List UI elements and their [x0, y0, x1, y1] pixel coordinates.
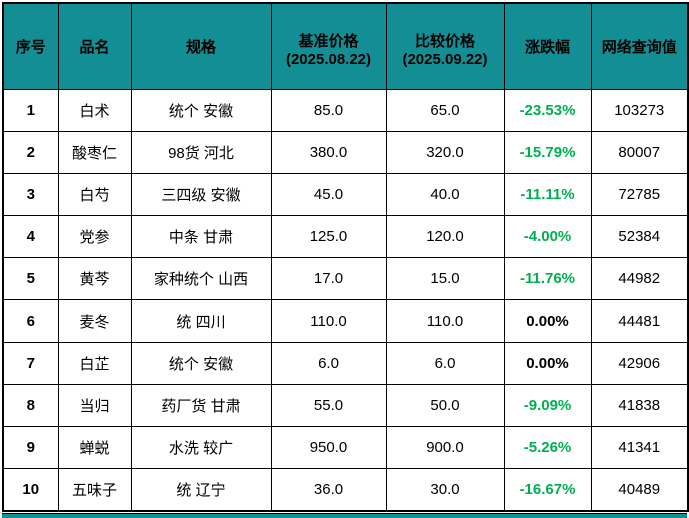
table-row: 4 党参 中条 甘肃 125.0 120.0 -4.00% 52384: [2, 215, 689, 259]
table-row: 9 蝉蜕 水洗 较广 950.0 900.0 -5.26% 41341: [2, 425, 689, 470]
cell-compare-price: 6.0: [385, 341, 505, 385]
col-header-product-name: 品名: [57, 2, 132, 90]
cell-change-pct: 0.00%: [503, 341, 592, 385]
cell-spec: 三四级 安徽: [130, 172, 272, 217]
cell-index: 9: [2, 425, 59, 470]
table-row: 7 白芷 统个 安徽 6.0 6.0 0.00% 42906: [2, 341, 689, 385]
table-row: 10 五味子 统 辽宁 36.0 30.0 -16.67% 40489: [2, 468, 689, 512]
next-section-header-strip: [2, 513, 687, 518]
cell-change-pct: 0.00%: [503, 299, 592, 343]
col-header-web-query: 网络查询值: [590, 2, 689, 90]
col-header-change-pct: 涨跌幅: [503, 2, 592, 90]
cell-change-pct: -5.26%: [503, 425, 592, 470]
cell-product-name: 党参: [57, 215, 132, 259]
compare-price-date: (2025.09.22): [402, 51, 488, 69]
cell-spec: 统个 安徽: [130, 88, 272, 132]
cell-web-query: 40489: [590, 468, 689, 512]
cell-compare-price: 40.0: [385, 172, 505, 217]
cell-base-price: 110.0: [270, 299, 387, 343]
cell-product-name: 当归: [57, 383, 132, 428]
table-row: 1 白术 统个 安徽 85.0 65.0 -23.53% 103273: [2, 88, 689, 132]
cell-index: 10: [2, 468, 59, 512]
cell-base-price: 55.0: [270, 383, 387, 428]
cell-product-name: 酸枣仁: [57, 130, 132, 174]
cell-web-query: 103273: [590, 88, 689, 132]
table-body: 1 白术 统个 安徽 85.0 65.0 -23.53% 103273 2 酸枣…: [2, 88, 689, 512]
cell-change-pct: -16.67%: [503, 468, 592, 512]
cell-web-query: 44481: [590, 299, 689, 343]
col-header-index: 序号: [2, 2, 59, 90]
base-price-title: 基准价格: [298, 33, 359, 51]
cell-web-query: 44982: [590, 257, 689, 301]
cell-index: 1: [2, 88, 59, 132]
cell-index: 3: [2, 172, 59, 217]
table-header: 序号 品名 规格 基准价格 (2025.08.22) 比较价格 (2025.09…: [2, 2, 689, 90]
cell-change-pct: -23.53%: [503, 88, 592, 132]
cell-compare-price: 120.0: [385, 215, 505, 259]
cell-change-pct: -11.11%: [503, 172, 592, 217]
header-row: 序号 品名 规格 基准价格 (2025.08.22) 比较价格 (2025.09…: [2, 2, 689, 90]
base-price-date: (2025.08.22): [285, 51, 372, 69]
cell-base-price: 45.0: [270, 172, 387, 217]
cell-change-pct: -9.09%: [503, 383, 592, 428]
cell-product-name: 黄芩: [57, 257, 132, 301]
table-row: 6 麦冬 统 四川 110.0 110.0 0.00% 44481: [2, 299, 689, 343]
table-row: 5 黄芩 家种统个 山西 17.0 15.0 -11.76% 44982: [2, 257, 689, 301]
cell-index: 7: [2, 341, 59, 385]
col-header-compare-price: 比较价格 (2025.09.22): [385, 2, 505, 90]
cell-web-query: 80007: [590, 130, 689, 174]
col-header-base-price: 基准价格 (2025.08.22): [270, 2, 387, 90]
cell-change-pct: -11.76%: [503, 257, 592, 301]
col-header-spec: 规格: [130, 2, 272, 90]
cell-spec: 水洗 较广: [130, 425, 272, 470]
cell-product-name: 白芷: [57, 341, 132, 385]
cell-compare-price: 65.0: [385, 88, 505, 132]
table-row: 3 白芍 三四级 安徽 45.0 40.0 -11.11% 72785: [2, 172, 689, 217]
cell-index: 5: [2, 257, 59, 301]
cell-change-pct: -4.00%: [503, 215, 592, 259]
cell-web-query: 72785: [590, 172, 689, 217]
cell-index: 4: [2, 215, 59, 259]
cell-base-price: 17.0: [270, 257, 387, 301]
compare-price-title: 比较价格: [414, 33, 475, 51]
cell-compare-price: 15.0: [385, 257, 505, 301]
cell-product-name: 麦冬: [57, 299, 132, 343]
cell-index: 8: [2, 383, 59, 428]
cell-base-price: 36.0: [270, 468, 387, 512]
cell-base-price: 6.0: [270, 341, 387, 385]
cell-base-price: 380.0: [270, 130, 387, 174]
cell-product-name: 五味子: [57, 468, 132, 512]
cell-spec: 药厂货 甘肃: [130, 383, 272, 428]
cell-spec: 家种统个 山西: [130, 257, 272, 301]
cell-base-price: 85.0: [270, 88, 387, 132]
cell-index: 6: [2, 299, 59, 343]
cell-product-name: 白芍: [57, 172, 132, 217]
cell-base-price: 950.0: [270, 425, 387, 470]
cell-product-name: 蝉蜕: [57, 425, 132, 470]
cell-spec: 统 辽宁: [130, 468, 272, 512]
cell-web-query: 41838: [590, 383, 689, 428]
cell-change-pct: -15.79%: [503, 130, 592, 174]
cell-spec: 中条 甘肃: [130, 215, 272, 259]
table-row: 2 酸枣仁 98货 河北 380.0 320.0 -15.79% 80007: [2, 130, 689, 174]
cell-compare-price: 30.0: [385, 468, 505, 512]
table-row: 8 当归 药厂货 甘肃 55.0 50.0 -9.09% 41838: [2, 383, 689, 428]
cell-base-price: 125.0: [270, 215, 387, 259]
cell-web-query: 42906: [590, 341, 689, 385]
cell-web-query: 52384: [590, 215, 689, 259]
cell-product-name: 白术: [57, 88, 132, 132]
cell-compare-price: 900.0: [385, 425, 505, 470]
cell-compare-price: 320.0: [385, 130, 505, 174]
cell-spec: 统个 安徽: [130, 341, 272, 385]
cell-web-query: 41341: [590, 425, 689, 470]
cell-compare-price: 50.0: [385, 383, 505, 428]
cell-compare-price: 110.0: [385, 299, 505, 343]
cell-index: 2: [2, 130, 59, 174]
cell-spec: 98货 河北: [130, 130, 272, 174]
cell-spec: 统 四川: [130, 299, 272, 343]
